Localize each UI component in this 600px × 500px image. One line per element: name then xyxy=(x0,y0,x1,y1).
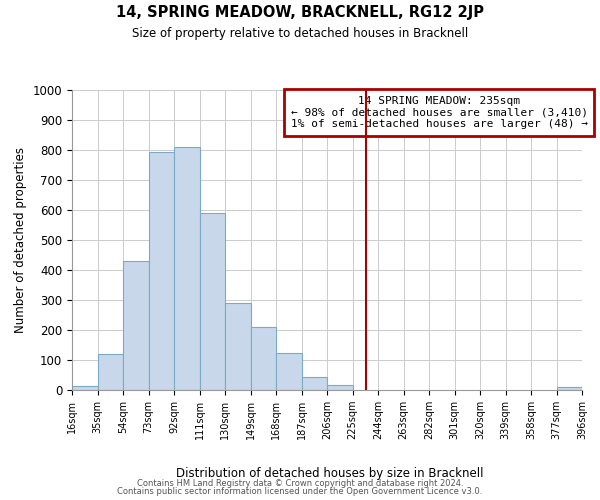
Text: Contains HM Land Registry data © Crown copyright and database right 2024.: Contains HM Land Registry data © Crown c… xyxy=(137,478,463,488)
Bar xyxy=(327,384,353,390)
Text: 14 SPRING MEADOW: 235sqm
← 98% of detached houses are smaller (3,410)
1% of semi: 14 SPRING MEADOW: 235sqm ← 98% of detach… xyxy=(290,96,588,129)
Text: 14, SPRING MEADOW, BRACKNELL, RG12 2JP: 14, SPRING MEADOW, BRACKNELL, RG12 2JP xyxy=(116,5,484,20)
Bar xyxy=(149,152,174,390)
Bar xyxy=(97,354,123,390)
Bar xyxy=(174,147,199,390)
Bar xyxy=(123,261,149,390)
Text: Distribution of detached houses by size in Bracknell: Distribution of detached houses by size … xyxy=(176,467,484,480)
Y-axis label: Number of detached properties: Number of detached properties xyxy=(14,147,27,333)
Bar xyxy=(276,352,302,390)
Bar xyxy=(302,378,327,390)
Text: Size of property relative to detached houses in Bracknell: Size of property relative to detached ho… xyxy=(132,28,468,40)
Bar xyxy=(199,213,225,390)
Bar xyxy=(72,386,97,390)
Bar xyxy=(225,303,251,390)
Bar xyxy=(557,387,582,390)
Bar xyxy=(251,327,276,390)
Text: Contains public sector information licensed under the Open Government Licence v3: Contains public sector information licen… xyxy=(118,487,482,496)
